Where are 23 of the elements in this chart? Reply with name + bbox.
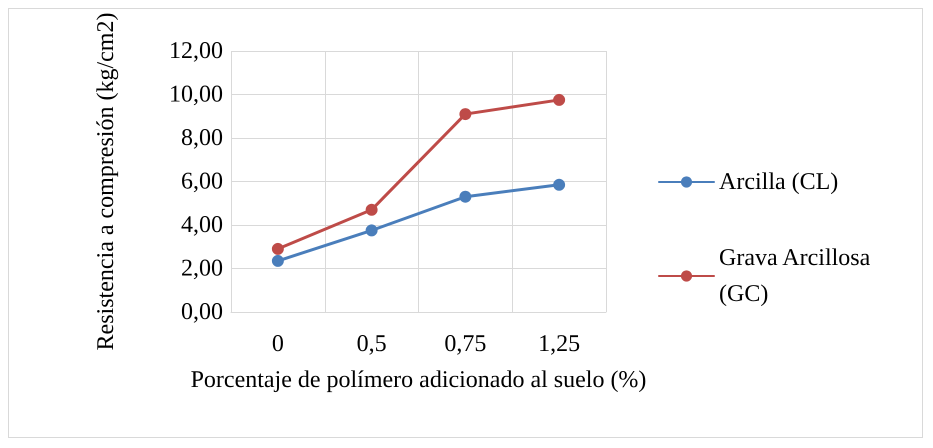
point: [459, 190, 472, 203]
point: [272, 254, 284, 267]
y-tick-label: 0,00: [181, 299, 223, 325]
y-axis-title: Resistencia a compresión (kg/cm2): [93, 12, 119, 350]
x-tick-label: 1,25: [538, 331, 580, 357]
point: [272, 242, 284, 255]
x-axis-title: Porcentaje de polímero adicionado al suelo (%): [190, 367, 646, 393]
point: [366, 224, 378, 236]
y-tick-label: 4,00: [181, 212, 223, 238]
y-tick-label: 10,00: [169, 82, 223, 108]
point: [553, 178, 566, 191]
x-tick-label: 0,5: [356, 331, 387, 357]
y-tick-label: 2,00: [181, 256, 223, 282]
y-tick-label: 6,00: [181, 168, 223, 194]
y-tick-label: 8,00: [181, 125, 223, 151]
point: [459, 108, 472, 120]
legend-label: Arcilla (CL): [719, 169, 838, 195]
legend-label: Grava Arcillosa (GC): [719, 245, 876, 307]
y-tick-label: 12,00: [169, 38, 223, 64]
point: [366, 204, 378, 216]
x-tick-label: 0: [272, 331, 284, 357]
point: [553, 94, 566, 106]
x-tick-label: 0,75: [444, 331, 486, 357]
